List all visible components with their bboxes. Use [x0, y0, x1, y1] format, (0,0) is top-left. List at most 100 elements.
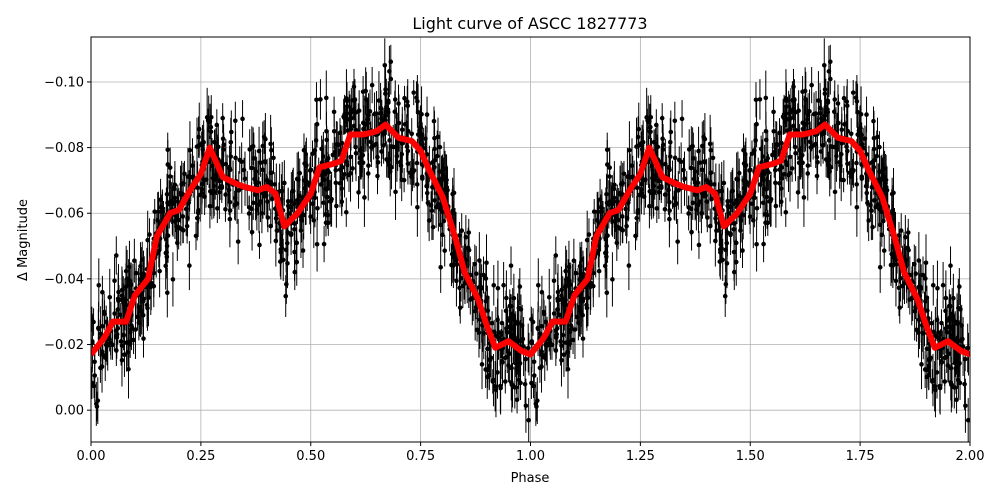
- data-point: [501, 282, 506, 288]
- data-point: [912, 261, 917, 267]
- data-point: [891, 252, 896, 258]
- data-point: [761, 241, 766, 247]
- data-point: [508, 304, 514, 309]
- data-point: [145, 305, 150, 311]
- data-point: [896, 285, 902, 291]
- y-tick-label: −0.06: [44, 207, 84, 222]
- data-point: [764, 194, 770, 200]
- data-point: [539, 323, 545, 329]
- data-point: [704, 177, 709, 183]
- data-point: [466, 247, 472, 253]
- data-point: [809, 82, 814, 88]
- data-point: [331, 128, 337, 134]
- data-point: [515, 319, 520, 325]
- data-point: [331, 109, 337, 115]
- data-point: [351, 84, 357, 90]
- data-point: [713, 238, 718, 244]
- data-point: [491, 282, 497, 288]
- data-point: [793, 150, 798, 156]
- data-point: [379, 149, 384, 154]
- data-point: [871, 146, 877, 152]
- data-point: [387, 138, 392, 143]
- data-point: [845, 161, 850, 166]
- data-point: [168, 199, 173, 204]
- data-point: [924, 346, 930, 352]
- data-point: [323, 95, 329, 101]
- data-point: [965, 345, 970, 351]
- data-point: [457, 305, 463, 310]
- data-point: [699, 167, 705, 173]
- data-point: [620, 214, 625, 219]
- data-point: [344, 96, 349, 101]
- data-point: [146, 295, 151, 300]
- data-point: [505, 329, 510, 335]
- data-point: [260, 167, 265, 173]
- data-point: [818, 105, 823, 111]
- data-point: [257, 242, 262, 248]
- data-point: [108, 340, 113, 345]
- data-point: [485, 346, 490, 352]
- data-point: [472, 261, 478, 267]
- data-point: [721, 180, 727, 186]
- data-point: [242, 176, 248, 182]
- data-point: [893, 278, 899, 284]
- data-point: [944, 329, 950, 335]
- data-point: [265, 215, 271, 220]
- data-point: [877, 265, 883, 270]
- data-point: [820, 131, 825, 137]
- data-point: [537, 331, 543, 337]
- data-point: [466, 230, 472, 235]
- data-point: [766, 170, 771, 175]
- data-point: [444, 177, 449, 183]
- data-point: [672, 155, 678, 161]
- data-point: [939, 320, 944, 326]
- data-point: [326, 170, 332, 175]
- data-point: [104, 341, 110, 347]
- data-point: [932, 383, 937, 389]
- data-point: [789, 166, 795, 171]
- data-point: [220, 115, 225, 121]
- data-point: [223, 192, 228, 197]
- data-point: [282, 180, 287, 186]
- data-point: [690, 200, 696, 206]
- data-point: [350, 166, 355, 171]
- data-point: [757, 97, 763, 102]
- x-axis-label: Phase: [511, 471, 550, 486]
- data-point: [620, 181, 626, 186]
- data-point: [762, 171, 767, 177]
- data-point: [584, 237, 590, 243]
- data-point: [365, 171, 371, 176]
- data-point: [314, 121, 320, 127]
- data-point: [754, 205, 760, 211]
- data-point: [411, 90, 417, 95]
- data-point: [445, 187, 450, 193]
- data-point: [392, 109, 398, 114]
- data-point: [211, 190, 217, 195]
- data-point: [934, 317, 940, 323]
- data-point: [738, 218, 744, 223]
- data-point: [675, 239, 680, 244]
- data-point: [442, 248, 448, 253]
- data-point: [190, 163, 195, 168]
- data-point: [119, 357, 125, 363]
- data-point: [539, 364, 544, 369]
- data-point: [308, 167, 314, 173]
- data-point: [554, 325, 560, 331]
- data-point: [728, 198, 734, 204]
- data-point: [343, 159, 349, 164]
- data-point: [629, 163, 635, 168]
- data-point: [419, 111, 424, 117]
- data-point: [919, 362, 924, 367]
- data-point: [508, 263, 514, 268]
- data-point: [656, 178, 662, 184]
- data-point: [870, 224, 875, 230]
- data-point: [94, 404, 100, 409]
- data-point: [539, 289, 545, 295]
- data-point: [115, 325, 121, 331]
- data-point: [838, 163, 843, 168]
- data-point: [667, 154, 673, 159]
- data-point: [334, 142, 339, 147]
- data-point: [129, 326, 135, 332]
- data-point: [948, 263, 953, 268]
- data-point: [374, 111, 379, 116]
